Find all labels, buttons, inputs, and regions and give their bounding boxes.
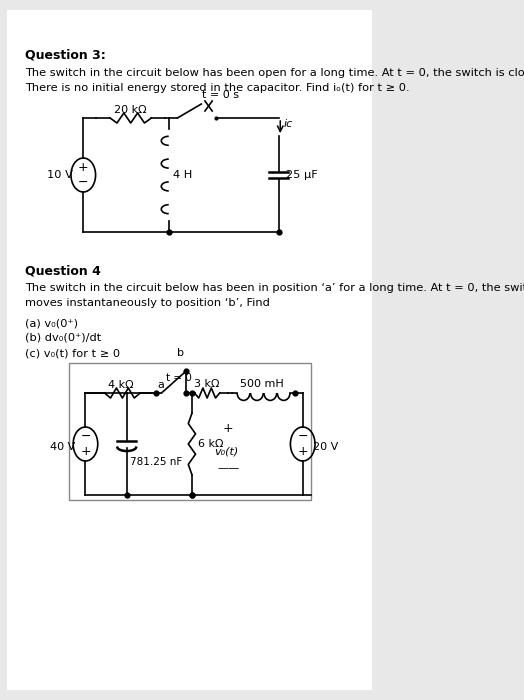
Text: 25 μF: 25 μF	[286, 170, 318, 180]
Text: −: −	[298, 430, 308, 443]
Text: 10 V: 10 V	[47, 170, 73, 180]
Text: (a) v₀(0⁺): (a) v₀(0⁺)	[25, 318, 79, 328]
Text: 500 mH: 500 mH	[240, 379, 283, 389]
Text: Question 4: Question 4	[25, 265, 101, 278]
Text: ic: ic	[283, 119, 292, 129]
Text: 4 H: 4 H	[173, 170, 192, 180]
Text: +: +	[298, 445, 308, 458]
Text: b: b	[177, 348, 184, 358]
Text: a: a	[157, 380, 164, 390]
Text: The switch in the circuit below has been in position ‘a’ for a long time. At t =: The switch in the circuit below has been…	[25, 283, 524, 293]
Text: moves instantaneously to position ‘b’, Find: moves instantaneously to position ‘b’, F…	[25, 298, 270, 308]
Text: v₀(t): v₀(t)	[214, 447, 239, 457]
Text: 781.25 nF: 781.25 nF	[129, 457, 182, 467]
FancyBboxPatch shape	[7, 10, 372, 690]
Text: 6 kΩ: 6 kΩ	[198, 439, 223, 449]
Text: −: −	[78, 176, 89, 189]
Text: −: −	[80, 430, 91, 443]
Text: The switch in the circuit below has been open for a long time. At t = 0, the swi: The switch in the circuit below has been…	[25, 68, 524, 78]
Text: ——: ——	[217, 463, 239, 473]
Text: 20 V: 20 V	[313, 442, 338, 452]
Text: (c) v₀(t) for t ≥ 0: (c) v₀(t) for t ≥ 0	[25, 348, 121, 358]
Text: 40 V: 40 V	[50, 442, 75, 452]
Text: 3 kΩ: 3 kΩ	[194, 379, 220, 389]
Text: 4 kΩ: 4 kΩ	[108, 380, 134, 390]
Text: +: +	[80, 445, 91, 458]
Text: t = 0 s: t = 0 s	[202, 90, 238, 100]
Text: +: +	[78, 161, 89, 174]
Text: Question 3:: Question 3:	[25, 48, 106, 61]
Text: 20 kΩ: 20 kΩ	[114, 105, 147, 115]
Text: +: +	[223, 423, 233, 435]
Text: There is no initial energy stored in the capacitor. Find iₒ(t) for t ≥ 0.: There is no initial energy stored in the…	[25, 83, 410, 93]
Text: t = 0: t = 0	[166, 373, 192, 383]
Text: (b) dv₀(0⁺)/dt: (b) dv₀(0⁺)/dt	[25, 333, 102, 343]
